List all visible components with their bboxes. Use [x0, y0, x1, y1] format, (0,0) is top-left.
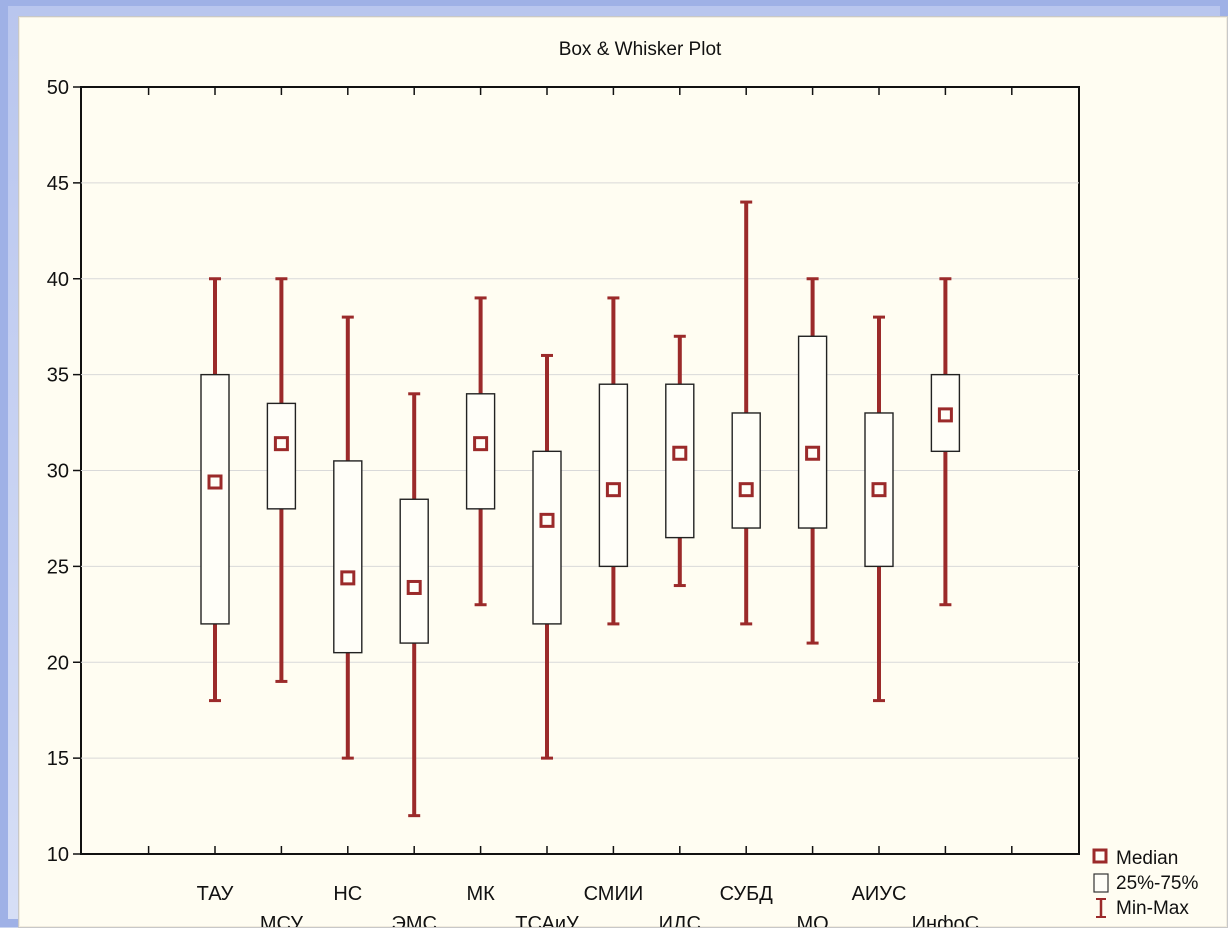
iqr-box	[731, 412, 761, 529]
iqr-box	[598, 383, 629, 568]
x-tick-label: АИУС	[852, 883, 907, 905]
x-tick-label: СМИИ	[584, 883, 644, 905]
iqr-box	[465, 393, 496, 510]
x-tick-label: СУБД	[720, 883, 774, 905]
x-tick-label: ЭМС	[391, 913, 436, 927]
x-tick-label: МО	[796, 913, 828, 927]
chart-panel: Box & Whisker Plot 10 15 20 25 30 35 40 45 50 ТАУ…	[18, 16, 1228, 928]
iqr-box	[797, 335, 828, 529]
y-tick-label: 10	[47, 844, 69, 866]
x-tick-label: ИнфоС	[912, 913, 979, 927]
median-marker	[473, 436, 489, 452]
median-marker	[805, 445, 821, 461]
y-tick-label: 25	[47, 556, 69, 578]
y-tick-label: 20	[47, 652, 69, 674]
median-marker	[340, 570, 356, 586]
iqr-box	[266, 402, 297, 510]
median-marker	[738, 482, 754, 498]
x-tick-label: ИДС	[659, 913, 701, 927]
median-marker	[406, 579, 422, 595]
median-marker	[207, 474, 223, 490]
median-marker	[937, 407, 953, 423]
median-marker	[605, 482, 621, 498]
y-tick-label: 30	[47, 461, 69, 483]
y-tick-label: 35	[47, 365, 69, 387]
median-marker	[672, 445, 688, 461]
median-marker	[539, 512, 555, 528]
y-tick-label: 50	[47, 77, 69, 99]
median-marker	[273, 436, 289, 452]
legend-label: 25%-75%	[1116, 873, 1198, 894]
legend-box-icon	[1093, 873, 1109, 893]
chart-title: Box & Whisker Plot	[559, 39, 722, 60]
iqr-box	[532, 450, 562, 625]
x-tick-label: МК	[466, 883, 495, 905]
legend-median-icon	[1092, 848, 1108, 864]
y-tick-label: 40	[47, 269, 69, 291]
median-marker	[871, 482, 887, 498]
x-tick-label: НС	[333, 883, 362, 905]
legend-label: Min-Max	[1116, 898, 1189, 919]
iqr-box	[333, 460, 363, 654]
x-tick-label: ТСАиУ	[515, 913, 579, 927]
iqr-box	[665, 383, 695, 539]
iqr-box	[399, 498, 429, 644]
box-whisker-chart: Box & Whisker Plot 10 15 20 25 30 35 40 45 50 ТАУ…	[47, 39, 1199, 927]
iqr-box	[200, 373, 230, 625]
x-tick-label: МСУ	[260, 913, 303, 927]
legend-label: Median	[1116, 848, 1178, 869]
y-tick-label: 15	[47, 748, 69, 770]
y-tick-label: 45	[47, 173, 69, 195]
x-tick-label: ТАУ	[197, 883, 234, 905]
